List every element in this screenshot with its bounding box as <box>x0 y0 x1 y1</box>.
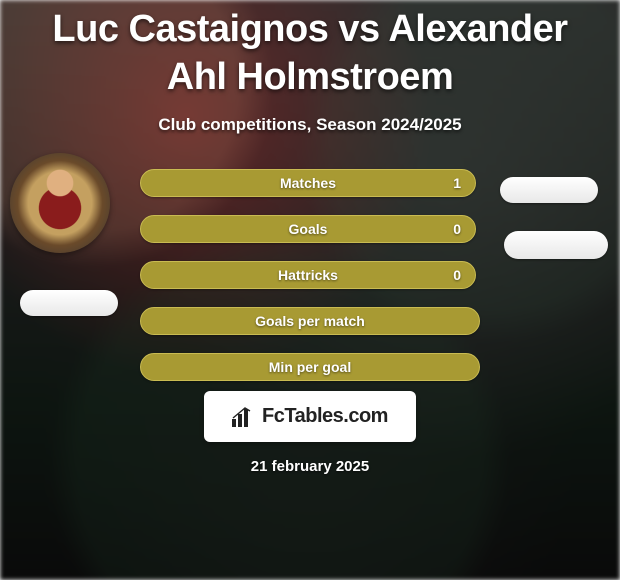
stat-row: Matches 1 <box>140 169 476 197</box>
stat-label: Matches <box>280 175 336 191</box>
stat-row: Goals per match <box>140 307 480 335</box>
page-title: Luc Castaignos vs Alexander Ahl Holmstro… <box>0 6 620 101</box>
player-left-avatar <box>10 153 110 253</box>
stat-label: Hattricks <box>278 267 338 283</box>
stat-label: Goals <box>289 221 328 237</box>
brand-name: FcTables.com <box>262 405 388 428</box>
stat-row: Min per goal <box>140 353 480 381</box>
stat-label: Goals per match <box>255 313 365 329</box>
player-right-pill-1 <box>500 177 598 203</box>
brand-badge[interactable]: FcTables.com <box>204 391 416 442</box>
stat-row: Goals 0 <box>140 215 476 243</box>
stat-value: 0 <box>453 267 461 283</box>
stat-value: 0 <box>453 221 461 237</box>
stat-value: 1 <box>453 175 461 191</box>
stat-row: Hattricks 0 <box>140 261 476 289</box>
date-label: 21 february 2025 <box>251 458 369 475</box>
bar-chart-icon <box>232 407 254 427</box>
subtitle: Club competitions, Season 2024/2025 <box>158 115 461 135</box>
stat-label: Min per goal <box>269 359 351 375</box>
comparison-card: Luc Castaignos vs Alexander Ahl Holmstro… <box>0 0 620 580</box>
player-left-pill <box>20 290 118 316</box>
player-right-pill-2 <box>504 231 608 259</box>
stats-area: Matches 1 Goals 0 Hattricks 0 Goals per match M… <box>0 169 620 381</box>
